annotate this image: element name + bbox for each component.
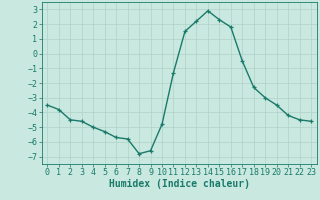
X-axis label: Humidex (Indice chaleur): Humidex (Indice chaleur) xyxy=(109,179,250,189)
